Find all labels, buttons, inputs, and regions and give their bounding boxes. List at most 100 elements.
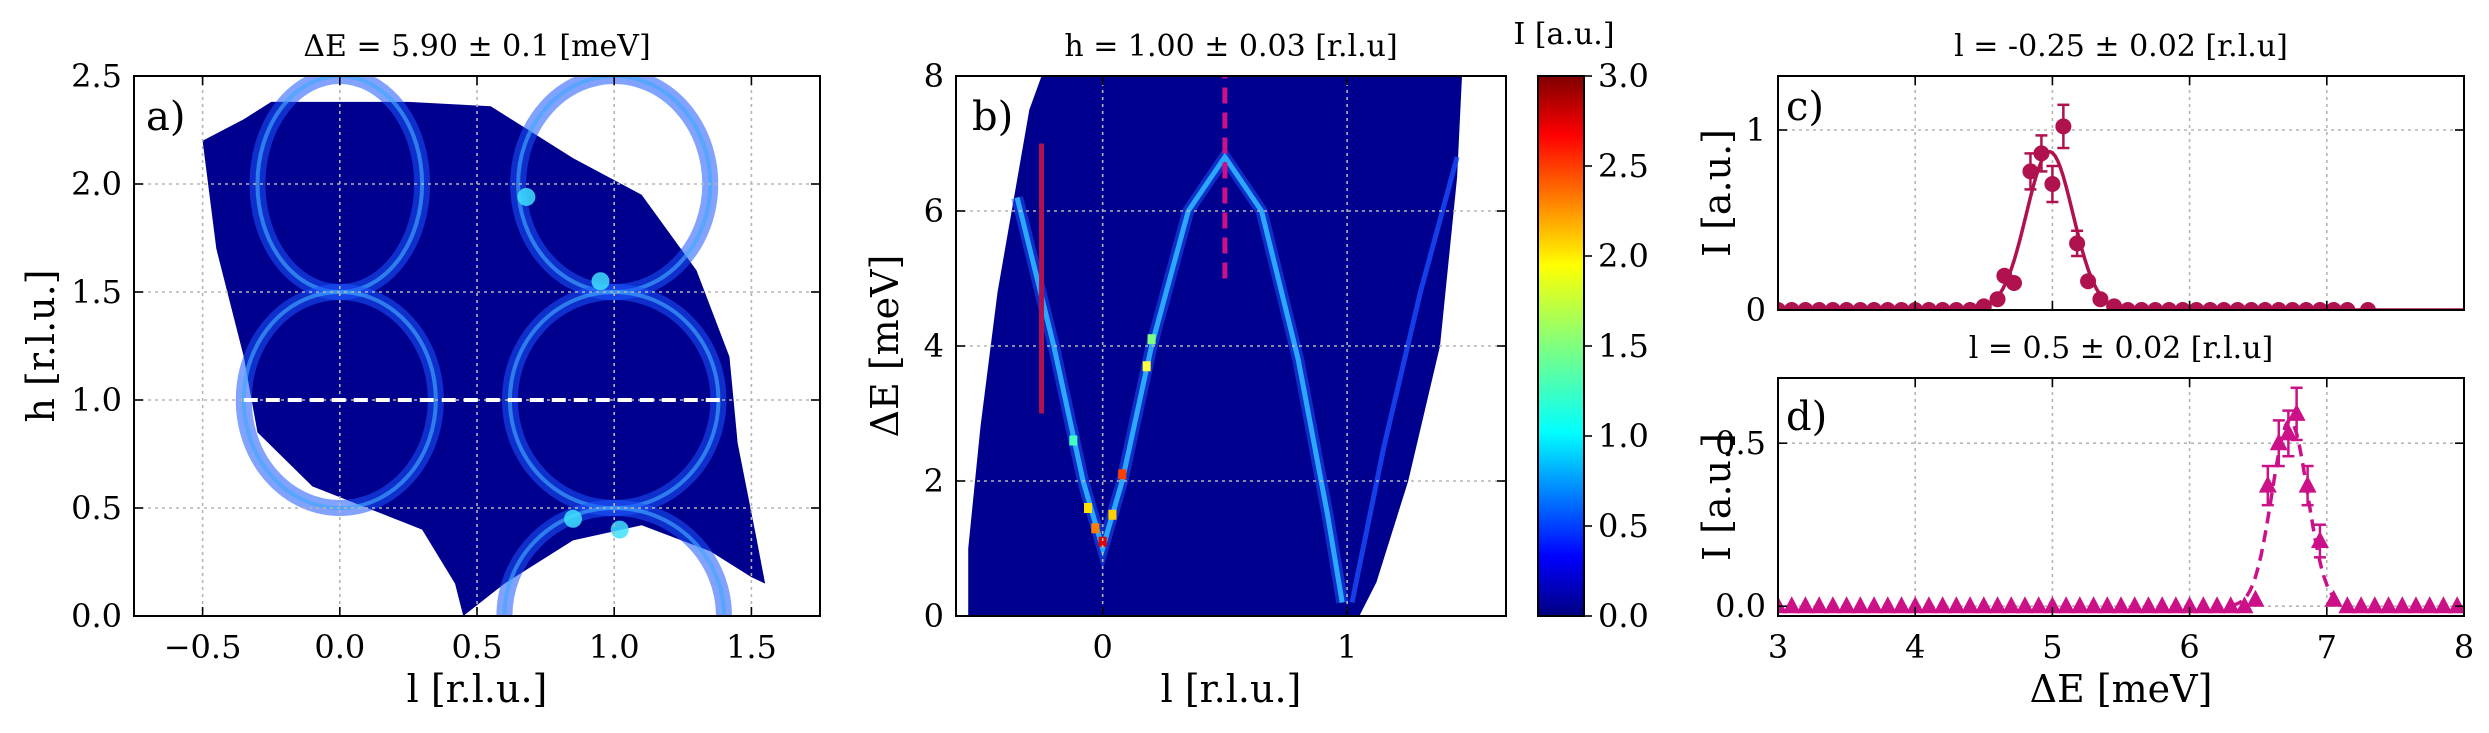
dispersion-hot-0	[1084, 503, 1092, 513]
panel-b-title: h = 1.00 ± 0.03 [r.l.u]	[1064, 29, 1397, 64]
data-point-21	[2057, 596, 2076, 614]
data-point-15	[1975, 298, 1992, 310]
data-point-2	[1796, 596, 1815, 614]
panel-b-overlay	[1039, 76, 1228, 414]
ring-core-4	[502, 506, 726, 616]
data-point-49	[2420, 596, 2439, 614]
data-point-41	[2310, 531, 2329, 549]
panel-c: l = -0.25 ± 0.02 [r.l.u] 01 c) I [a.u.]	[1695, 29, 2465, 329]
data-point-51	[2448, 596, 2464, 614]
data-point-30	[2180, 596, 2199, 614]
data-point-26	[2125, 596, 2144, 614]
panel-b-y-ticks: 0 2 4 6 8	[924, 57, 1506, 635]
panel-a-title: ΔE = 5.90 ± 0.1 [meV]	[303, 29, 650, 64]
data-point-23	[2084, 596, 2103, 614]
data-point-27	[2139, 596, 2158, 614]
data-point-19	[2022, 163, 2039, 180]
data-point-12	[1933, 596, 1952, 614]
data-point-18	[2015, 596, 2034, 614]
colorbar-tick-label-0: 0.0	[1598, 597, 1649, 635]
data-point-28	[2133, 302, 2150, 310]
data-point-34	[2215, 302, 2232, 310]
colorbar-tick-label-4: 2.0	[1598, 237, 1649, 275]
a-ytick-label-5: 2.5	[71, 57, 122, 95]
colorbar-ticks: 0.0 0.5 1.0 1.5 2.0 2.5 3.0	[1584, 57, 1649, 635]
b-ytick-label-4: 8	[924, 57, 944, 95]
colorbar-tick-label-3: 1.5	[1598, 327, 1649, 365]
panel-c-title: l = -0.25 ± 0.02 [r.l.u]	[1954, 29, 2288, 64]
data-point-31	[2174, 302, 2191, 310]
data-point-10	[1906, 596, 1925, 614]
data-point-30	[2161, 302, 2178, 310]
data-point-44	[2359, 302, 2376, 310]
colorbar-label: I [a.u.]	[1513, 17, 1614, 52]
data-point-41	[2311, 302, 2328, 310]
a-ytick-label-3: 1.5	[71, 273, 122, 311]
panel-c-frame	[1777, 75, 2465, 311]
data-point-29	[2166, 596, 2185, 614]
data-point-35	[2246, 589, 2265, 607]
panel-d-x-ticks: 3 4 5 6 7 8	[1768, 378, 2474, 666]
panel-a: ΔE = 5.90 ± 0.1 [meV] −0.5 0.0 0.5 1.0 1.5 0…	[19, 29, 821, 711]
data-point-13	[1948, 302, 1965, 310]
data-point-6	[1852, 302, 1869, 310]
d-ytick-label-0: 0.0	[1715, 587, 1766, 625]
panel-d-plot	[1778, 386, 2464, 614]
a-xtick-label-0: −0.5	[164, 628, 242, 666]
panel-d-label: d)	[1786, 394, 1827, 440]
colorbar-tick-label-5: 2.5	[1598, 147, 1649, 185]
data-point-11	[1919, 596, 1938, 614]
panel-c-x-ticks	[1777, 76, 2465, 310]
d-xtick-label-2: 5	[2042, 628, 2062, 666]
data-point-17	[2002, 596, 2021, 614]
panel-d-y-ticks: 0.0 0.5	[1715, 424, 2464, 625]
data-point-39	[2287, 403, 2306, 421]
data-point-46	[2379, 596, 2398, 614]
a-xtick-label-3: 1.0	[589, 628, 640, 666]
panel-c-plot	[1778, 103, 2464, 310]
c-ytick-label-1: 1	[1746, 111, 1766, 149]
data-point-32	[2188, 302, 2205, 310]
panel-a-y-ticks: 0.0 0.5 1.0 1.5 2.0 2.5	[71, 57, 820, 635]
data-point-40	[2298, 302, 2315, 310]
colorbar-tick-label-6: 3.0	[1598, 57, 1649, 95]
data-point-2	[1797, 302, 1814, 310]
a-xtick-label-1: 0.0	[314, 628, 365, 666]
coverage-region	[202, 101, 766, 616]
dispersion-hot-3	[1108, 509, 1117, 520]
d-xtick-label-3: 6	[2179, 628, 2199, 666]
data-point-12	[1934, 302, 1951, 310]
panel-b-grid	[956, 76, 1506, 616]
panel-d-title: l = 0.5 ± 0.02 [r.l.u]	[1969, 331, 2274, 366]
panel-d-ylabel: I [a.u.]	[1695, 433, 1739, 561]
d-xtick-label-1: 4	[1905, 628, 1925, 666]
c-ytick-label-0: 0	[1746, 291, 1766, 329]
data-point-34	[2235, 596, 2254, 614]
panel-b-label: b)	[972, 94, 1013, 140]
ring-hotspot-3	[564, 509, 583, 528]
data-point-14	[1962, 302, 1979, 310]
data-point-37	[2269, 433, 2288, 451]
panel-a-label: a)	[146, 94, 185, 140]
a-ytick-label-1: 0.5	[71, 489, 122, 527]
data-point-38	[2270, 302, 2287, 310]
data-point-1	[1783, 302, 1800, 310]
data-point-38	[2279, 423, 2298, 441]
data-point-45	[2365, 596, 2384, 614]
b-ytick-label-2: 4	[924, 327, 944, 365]
panel-b-ylabel: ΔE [meV]	[863, 255, 907, 438]
data-point-4	[1824, 302, 1841, 310]
dispersion-second-branch	[1349, 156, 1460, 604]
data-point-24	[2080, 273, 2097, 290]
data-point-14	[1961, 596, 1980, 614]
data-point-6	[1851, 596, 1870, 614]
panel-c-ylabel: I [a.u.]	[1695, 129, 1739, 257]
data-point-20	[2033, 145, 2050, 162]
panel-d-xlabel: ΔE [meV]	[2030, 667, 2213, 711]
data-point-3	[1811, 302, 1828, 310]
data-point-11	[1920, 302, 1937, 310]
ring-hotspot-1	[591, 272, 610, 291]
a-xtick-label-4: 1.5	[726, 628, 777, 666]
